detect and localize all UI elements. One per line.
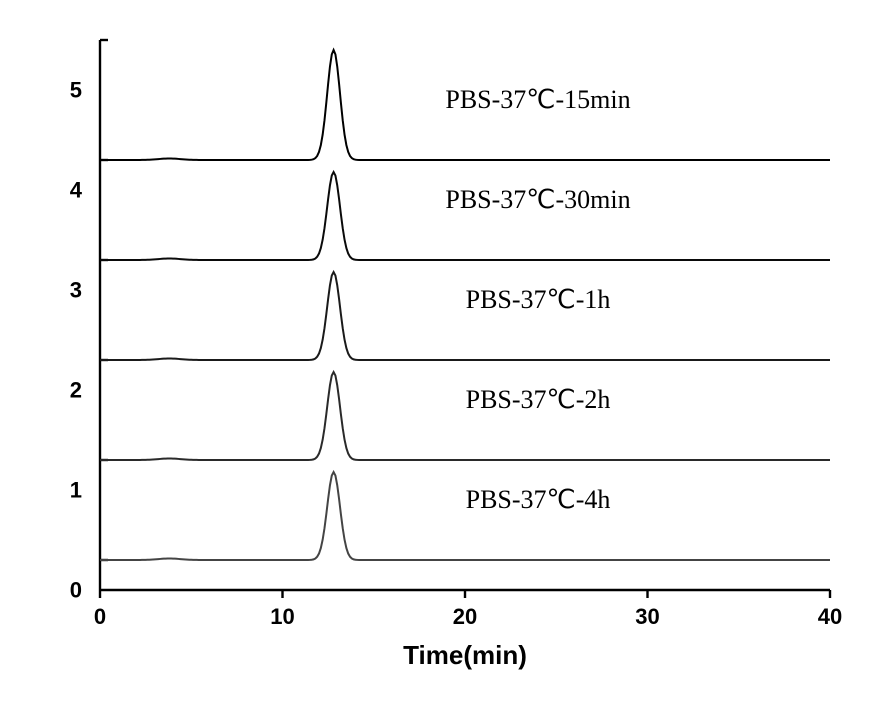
trace-label: PBS-37℃-30min: [445, 185, 630, 214]
y-tick-label: 5: [70, 78, 82, 103]
y-tick-label: 3: [70, 278, 82, 303]
trace-label: PBS-37℃-15min: [445, 85, 630, 114]
x-axis: 0 10 20 30 40: [94, 590, 842, 629]
x-tick-label: 10: [270, 604, 294, 629]
trace-label: PBS-37℃-4h: [466, 485, 611, 514]
x-tick-label: 40: [818, 604, 842, 629]
chart-container: 010203040 012345 PBS-37℃-4hPBS-37℃-2hPBS…: [0, 0, 895, 709]
y-tick-label: 2: [70, 378, 82, 403]
x-tick-label: 0: [94, 604, 106, 629]
chromatogram-chart: 010203040 012345 PBS-37℃-4hPBS-37℃-2hPBS…: [0, 0, 895, 709]
x-tick-label: 30: [635, 604, 659, 629]
y-tick-label: 4: [70, 178, 83, 203]
y-axis: 0 1 2 3 4 5: [70, 40, 108, 603]
y-tick-label: 0: [70, 578, 82, 603]
trace-labels-group: PBS-37℃-4h PBS-37℃-2h PBS-37℃-1h PBS-37℃-30…: [445, 85, 630, 514]
trace-label: PBS-37℃-1h: [466, 285, 611, 314]
x-axis-label: Time(min): [403, 640, 527, 670]
trace-label: PBS-37℃-2h: [466, 385, 611, 414]
x-tick-label: 20: [453, 604, 477, 629]
y-tick-label: 1: [70, 478, 82, 503]
